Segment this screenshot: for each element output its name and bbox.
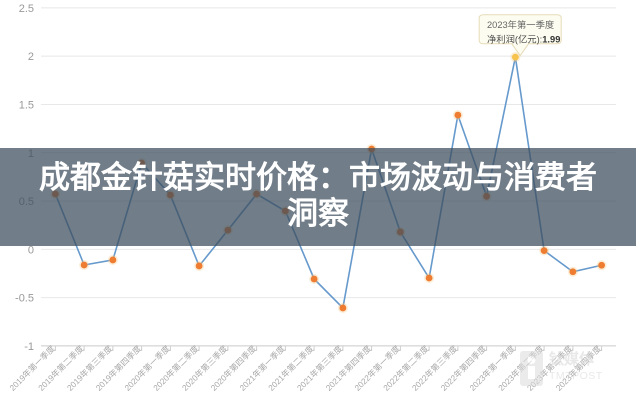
svg-text:1.5: 1.5	[19, 99, 34, 111]
svg-text:0: 0	[28, 244, 34, 256]
svg-text:2023年第一季度: 2023年第一季度	[487, 19, 554, 30]
svg-text:成都金针菇实时价格：市场波动与消费者: 成都金针菇实时价格：市场波动与消费者	[39, 160, 597, 195]
svg-text:-0.5: -0.5	[15, 293, 34, 305]
svg-text:钛媒体: 钛媒体	[549, 350, 595, 368]
svg-text:2: 2	[28, 51, 34, 63]
svg-text:2.5: 2.5	[19, 3, 34, 15]
svg-text:净利润(亿元):1.99: 净利润(亿元):1.99	[487, 34, 560, 45]
svg-text:-1: -1	[24, 341, 34, 353]
svg-text:洞察: 洞察	[287, 196, 350, 231]
svg-text:TMTPOST: TMTPOST	[549, 370, 603, 382]
